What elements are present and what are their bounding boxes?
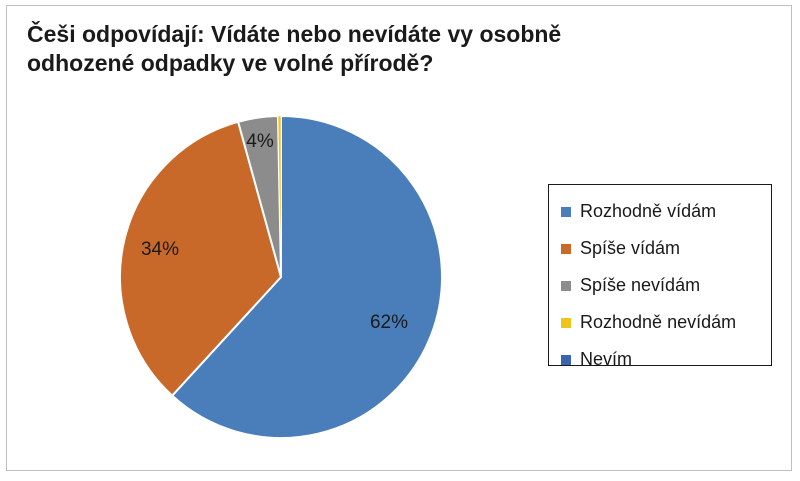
legend-label: Spíše nevídám — [580, 275, 701, 295]
data-label-spise-nevidam: 4% — [246, 131, 274, 152]
legend-item-rozhodne-nevidam: Rozhodně nevídám — [561, 304, 771, 341]
legend-item-spise-nevidam: Spíše nevídám — [561, 267, 771, 304]
legend-label: Nevím — [580, 349, 633, 369]
legend-item-rozhodne-vidam: Rozhodně vídám — [561, 193, 771, 230]
pie-slice-rozhodne-nevidam — [277, 115, 282, 278]
pie-slice-spise-vidam — [119, 120, 283, 398]
legend-item-spise-vidam: Spíše vídám — [561, 230, 771, 267]
legend: Rozhodně vídám Spíše vídám Spíše nevídám Ro… — [548, 184, 772, 369]
legend-swatch — [561, 206, 571, 217]
data-label-spise-vidam: 34% — [141, 239, 179, 260]
pie-slice-rozhodne-vidam — [170, 114, 443, 439]
data-label-rozhodne-vidam: 62% — [370, 312, 408, 333]
legend-swatch — [561, 354, 571, 365]
chart-title: Češi odpovídají: Vídáte nebo nevídáte vy… — [27, 21, 562, 76]
legend-swatch — [561, 243, 571, 254]
legend-label: Rozhodně nevídám — [580, 312, 737, 332]
legend-swatch — [561, 280, 571, 291]
legend-label: Rozhodně vídám — [580, 201, 717, 221]
legend-swatch — [561, 317, 571, 328]
legend-item-nevim: Nevím — [561, 341, 771, 378]
legend-label: Spíše vídám — [580, 238, 681, 258]
